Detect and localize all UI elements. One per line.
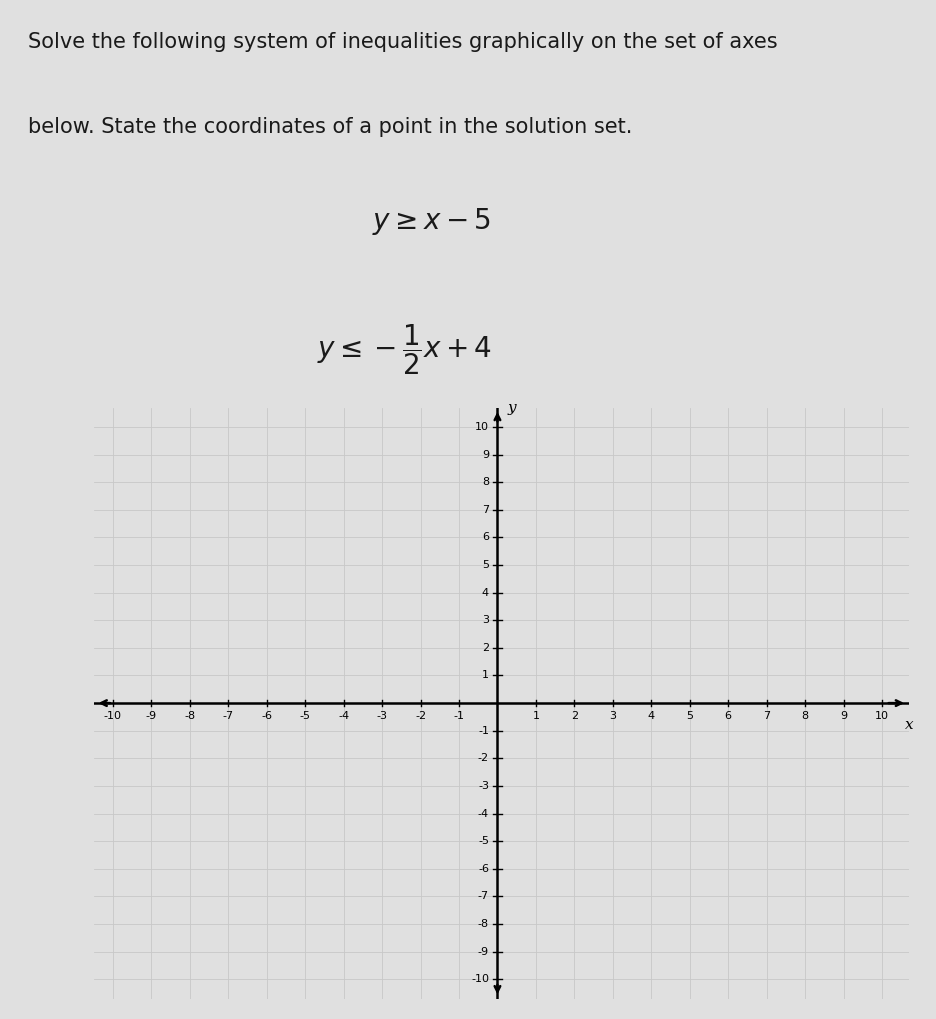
Text: -7: -7: [223, 711, 234, 720]
Text: -4: -4: [338, 711, 349, 720]
Text: -5: -5: [300, 711, 311, 720]
Text: -10: -10: [471, 974, 489, 984]
Text: 7: 7: [762, 711, 769, 720]
Text: 6: 6: [724, 711, 731, 720]
Text: 6: 6: [481, 532, 489, 542]
Text: -10: -10: [104, 711, 122, 720]
Text: 2: 2: [570, 711, 578, 720]
Text: -6: -6: [477, 864, 489, 874]
Text: -8: -8: [477, 919, 489, 929]
Text: 3: 3: [481, 615, 489, 626]
Text: 2: 2: [481, 643, 489, 653]
Text: 1: 1: [532, 711, 539, 720]
Text: 8: 8: [800, 711, 808, 720]
Text: below. State the coordinates of a point in the solution set.: below. State the coordinates of a point …: [28, 117, 632, 138]
Text: 10: 10: [475, 422, 489, 432]
Text: 9: 9: [481, 449, 489, 460]
Text: -4: -4: [477, 809, 489, 818]
Text: -6: -6: [261, 711, 272, 720]
Text: 8: 8: [481, 477, 489, 487]
Text: 9: 9: [839, 711, 846, 720]
Text: 4: 4: [647, 711, 654, 720]
Text: 5: 5: [481, 560, 489, 570]
Text: Solve the following system of inequalities graphically on the set of axes: Solve the following system of inequaliti…: [28, 32, 777, 52]
Text: -1: -1: [477, 726, 489, 736]
Text: -9: -9: [146, 711, 156, 720]
Text: 10: 10: [874, 711, 888, 720]
Text: -9: -9: [477, 947, 489, 957]
Text: -3: -3: [376, 711, 388, 720]
Text: 3: 3: [608, 711, 616, 720]
Text: -2: -2: [415, 711, 426, 720]
Text: $y \geq x - 5$: $y \geq x - 5$: [372, 206, 490, 237]
Text: -7: -7: [477, 892, 489, 902]
Text: 5: 5: [685, 711, 693, 720]
Text: -3: -3: [477, 781, 489, 791]
Text: 1: 1: [481, 671, 489, 681]
Text: -1: -1: [453, 711, 464, 720]
Text: x: x: [903, 718, 913, 733]
Text: 7: 7: [481, 504, 489, 515]
Text: $y \leq -\dfrac{1}{2}x + 4$: $y \leq -\dfrac{1}{2}x + 4$: [316, 322, 491, 377]
Text: 4: 4: [481, 588, 489, 597]
Text: -5: -5: [477, 837, 489, 846]
Text: -2: -2: [477, 753, 489, 763]
Text: -8: -8: [184, 711, 196, 720]
Text: y: y: [506, 401, 515, 415]
